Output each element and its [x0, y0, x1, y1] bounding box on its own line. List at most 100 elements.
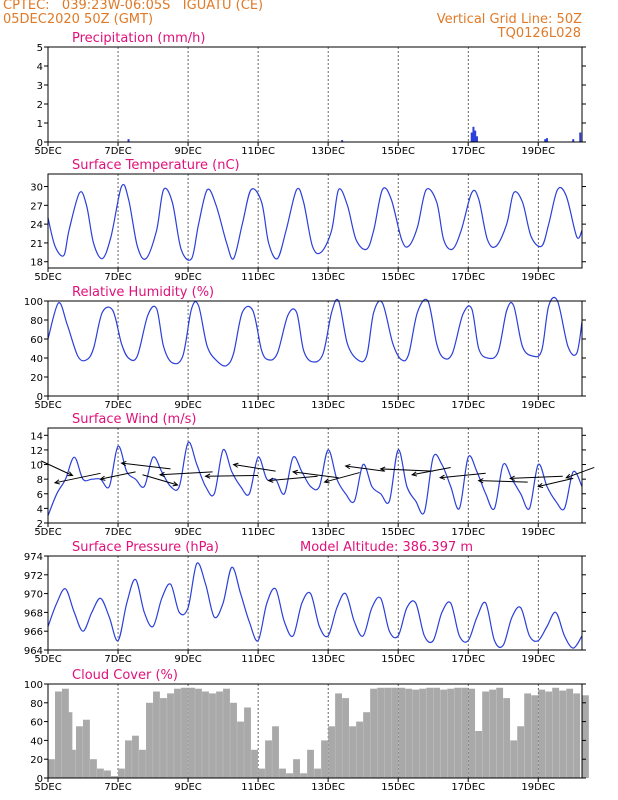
header-grid-note: Vertical Grid Line: 50Z: [436, 12, 582, 27]
humidity-xtick-label: 11DEC: [241, 400, 275, 411]
cloud-cover-bar: [209, 693, 216, 778]
wind-arrow-shaft: [40, 460, 73, 476]
cloud-cover-bar: [370, 688, 377, 778]
precipitation-frame: [47, 46, 583, 143]
cloud-cover-bar: [300, 773, 307, 778]
cloud-cover-xtick-label: 11DEC: [241, 782, 275, 793]
cloud-cover-bar: [69, 749, 76, 778]
wind-arrow-head: [439, 474, 446, 480]
cloud-cover-bar: [97, 768, 104, 778]
wind-ytick-label: 2: [37, 519, 43, 530]
humidity-ytick-label: 100: [24, 297, 43, 308]
cloud-cover-bar: [118, 768, 125, 778]
pressure-ytick-label: 972: [24, 571, 43, 582]
wind-wind-arrow: [99, 471, 136, 481]
wind-arrow-head: [344, 463, 351, 470]
precipitation-bar: [472, 126, 475, 142]
precipitation-bar: [572, 139, 575, 142]
wind-ytick-label: 12: [30, 446, 43, 457]
wind-wind-arrow: [537, 477, 574, 489]
wind-arrow-head: [291, 469, 299, 475]
humidity-xtick-label: 5DEC: [34, 400, 61, 411]
precipitation-bar: [341, 140, 344, 142]
wind-frame: [47, 427, 583, 524]
cloud-cover-xtick-label: 7DEC: [104, 782, 131, 793]
pressure-xtick-label: 17DEC: [451, 654, 485, 665]
cloud-cover-bar: [132, 735, 139, 778]
wind-arrow-shaft: [54, 472, 101, 484]
wind-series-line: [47, 441, 583, 516]
precipitation-xtick-label: 9DEC: [174, 146, 201, 157]
pressure-ytick-label: 968: [24, 608, 43, 619]
cloud-cover-bar: [503, 698, 511, 778]
pressure-series-line: [47, 562, 583, 649]
precipitation-panel: 0 1 2 3 4 5 5DEC 7DEC 9DEC 11DEC 13DEC 15DEC 17DEC 19…: [34, 31, 586, 157]
cloud-cover-bar: [391, 687, 399, 778]
wind-arrow-head: [53, 479, 60, 485]
wind-arrow-shaft: [100, 471, 136, 480]
wind-arrow-head: [379, 466, 386, 472]
cloud-cover-bar: [83, 719, 90, 778]
cloud-cover-ytick-label: 100: [24, 680, 43, 691]
cloud-cover-bar: [230, 702, 237, 778]
humidity-xtick-label: 13DEC: [311, 400, 345, 411]
wind-title: Surface Wind (m/s): [72, 412, 196, 427]
cloud-cover-bar: [111, 776, 118, 778]
precipitation-bar: [470, 132, 473, 142]
wind-arrow-shaft: [233, 464, 276, 472]
cloud-cover-bar: [237, 721, 244, 778]
wind-arrow-shaft: [268, 475, 318, 482]
cloud-cover-bar: [496, 687, 504, 778]
wind-ytick-label: 14: [30, 431, 43, 442]
cloud-cover-ytick-label: 60: [30, 718, 43, 729]
wind-arrow-shaft: [412, 466, 451, 476]
wind-arrow-head: [267, 477, 274, 483]
cloud-cover-xtick-label: 9DEC: [174, 782, 201, 793]
humidity-panel: 0 20 40 60 80 100 5DEC 7DEC 9DEC 11DEC 13DEC 15DEC 1…: [24, 285, 586, 411]
cloud-cover-bar: [139, 749, 146, 778]
humidity-title: Relative Humidity (%): [72, 285, 214, 300]
precipitation-xtick-label: 17DEC: [451, 146, 485, 157]
precipitation-bar: [544, 139, 547, 142]
wind-arrow-head: [477, 478, 484, 484]
cloud-cover-bar: [55, 691, 62, 778]
cloud-cover-bar: [384, 687, 392, 778]
cloud-cover-bar: [251, 749, 258, 778]
wind-arrow-head: [99, 475, 106, 481]
wind-wind-arrow: [142, 474, 179, 487]
cloud-cover-bar: [538, 689, 546, 778]
wind-arrow-shaft: [345, 465, 385, 472]
cloud-cover-bar: [461, 687, 469, 778]
precipitation-ytick-label: 4: [37, 62, 43, 73]
temperature-ytick-label: 24: [30, 220, 43, 231]
cloud-cover-bar: [153, 691, 160, 778]
wind-arrow-head: [232, 462, 239, 468]
wind-wind-arrow: [120, 460, 171, 470]
wind-arrow-shaft: [380, 468, 434, 472]
cloud-cover-bar: [286, 773, 293, 778]
wind-wind-arrow: [40, 460, 74, 477]
wind-wind-arrow: [439, 472, 486, 480]
cloud-cover-bar: [328, 726, 335, 778]
cloud-cover-bar: [104, 770, 111, 778]
pressure-xtick-label: 5DEC: [34, 654, 61, 665]
header-run-time: 05DEC2020 50Z (GMT): [3, 12, 154, 27]
cloud-cover-bar: [447, 688, 455, 778]
precipitation-ytick-label: 2: [37, 100, 43, 111]
wind-wind-arrow: [291, 469, 339, 479]
wind-arrow-head: [323, 478, 330, 484]
humidity-xtick-label: 15DEC: [381, 400, 415, 411]
temperature-series-line: [47, 183, 583, 261]
humidity-xtick-label: 7DEC: [104, 400, 131, 411]
cloud-cover-bar: [314, 768, 321, 778]
wind-arrow-shaft: [205, 475, 259, 477]
wind-arrow-head: [411, 471, 418, 477]
cloud-cover-bar: [545, 691, 553, 778]
precipitation-xtick-label: 11DEC: [241, 146, 275, 157]
humidity-ytick-label: 40: [30, 354, 43, 365]
temperature-frame: [47, 173, 583, 269]
precipitation-bar: [474, 130, 477, 142]
cloud-cover-bar: [244, 707, 251, 778]
cloud-cover-bar: [202, 691, 209, 778]
